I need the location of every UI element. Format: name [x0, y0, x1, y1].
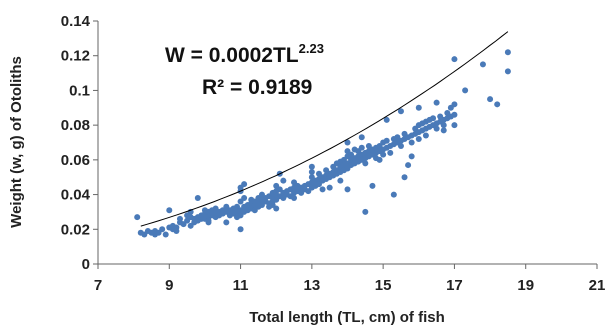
equation-annotation: W = 0.0002TL2.23	[165, 41, 324, 67]
data-point	[397, 108, 404, 115]
data-point	[369, 182, 376, 189]
data-point	[451, 101, 458, 108]
data-point	[358, 144, 365, 151]
data-point	[405, 162, 412, 169]
data-point	[162, 231, 169, 238]
data-point	[451, 122, 458, 129]
y-axis-title: Weight (w, g) of Otoliths	[8, 56, 25, 228]
data-point	[241, 181, 248, 188]
data-point	[408, 139, 415, 146]
power-trendline	[140, 31, 509, 227]
data-point	[479, 61, 486, 68]
data-point	[237, 226, 244, 233]
data-point	[487, 96, 494, 103]
equation-exponent: 2.23	[299, 41, 324, 56]
data-point	[344, 139, 351, 146]
data-points	[134, 49, 511, 238]
data-point	[280, 177, 287, 184]
y-tick-label: 0.02	[61, 221, 90, 238]
data-point	[173, 228, 180, 235]
data-point	[166, 207, 173, 214]
x-tick-label: 7	[94, 277, 102, 294]
data-point	[337, 177, 344, 184]
data-point	[415, 136, 422, 143]
y-tick-label: 0.14	[61, 13, 91, 30]
data-point	[504, 68, 511, 75]
data-point	[415, 104, 422, 111]
data-point	[390, 191, 397, 198]
data-point	[308, 163, 315, 170]
data-point	[504, 49, 511, 56]
x-tick-label: 9	[165, 277, 173, 294]
x-tick-label: 17	[446, 277, 463, 294]
data-point	[234, 214, 241, 221]
data-point	[401, 174, 408, 181]
x-tick-label: 15	[375, 277, 392, 294]
data-point	[451, 56, 458, 63]
y-tick-label: 0.04	[61, 187, 91, 204]
y-tick-label: 0.1	[69, 82, 90, 99]
data-point	[308, 169, 315, 176]
y-axis-ticks: 0 0.02 0.04 0.06 0.08 0.1 0.12 0.14	[61, 13, 98, 273]
data-point	[291, 195, 298, 202]
data-point	[358, 134, 365, 141]
data-point	[451, 111, 458, 118]
data-point	[241, 195, 248, 202]
chart-axes	[97, 21, 597, 265]
data-point	[397, 142, 404, 149]
y-tick-label: 0.06	[61, 152, 90, 169]
y-tick-label: 0	[82, 256, 90, 273]
data-point	[176, 215, 183, 222]
y-tick-label: 0.08	[61, 117, 90, 134]
data-point	[433, 99, 440, 106]
data-point	[430, 115, 437, 122]
data-point	[440, 122, 447, 129]
r-squared-annotation: R² = 0.9189	[202, 76, 312, 99]
data-point	[462, 87, 469, 94]
data-point	[408, 153, 415, 160]
y-tick-label: 0.12	[61, 48, 90, 65]
data-point	[223, 219, 230, 226]
x-axis-ticks: 7 9 11 13 15 17 19 21	[94, 264, 606, 294]
data-point	[194, 195, 201, 202]
data-point	[440, 127, 447, 134]
x-axis-title: Total length (TL, cm) of fish	[249, 309, 445, 326]
data-point	[362, 208, 369, 215]
data-point	[383, 116, 390, 123]
data-point	[380, 151, 387, 158]
data-point	[319, 186, 326, 193]
data-point	[362, 160, 369, 167]
data-point	[159, 226, 166, 233]
x-tick-label: 19	[517, 277, 534, 294]
data-point	[205, 219, 212, 226]
data-point	[344, 186, 351, 193]
x-tick-label: 13	[304, 277, 321, 294]
data-point	[387, 149, 394, 156]
data-point	[422, 132, 429, 139]
x-tick-label: 21	[589, 277, 606, 294]
data-point	[433, 125, 440, 132]
data-point	[134, 214, 141, 221]
data-point	[494, 101, 501, 108]
x-tick-label: 11	[233, 277, 249, 294]
data-point	[376, 156, 383, 163]
data-point	[326, 184, 333, 191]
data-point	[383, 137, 390, 144]
data-point	[269, 201, 276, 208]
